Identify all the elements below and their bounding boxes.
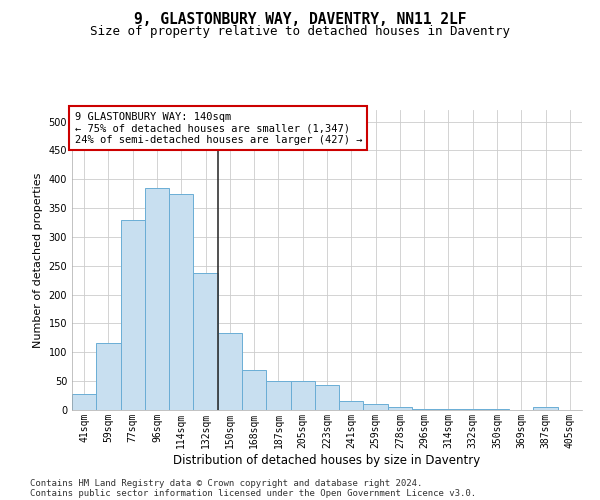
Text: 9, GLASTONBURY WAY, DAVENTRY, NN11 2LF: 9, GLASTONBURY WAY, DAVENTRY, NN11 2LF [134, 12, 466, 28]
Bar [290, 381, 315, 410]
Bar [121, 220, 145, 410]
Bar [96, 343, 121, 410]
Bar [436, 409, 461, 410]
Bar [218, 334, 242, 410]
Bar [485, 409, 509, 410]
Bar [412, 409, 436, 410]
Bar [339, 401, 364, 410]
Bar [242, 370, 266, 410]
Text: Size of property relative to detached houses in Daventry: Size of property relative to detached ho… [90, 25, 510, 38]
Bar [315, 385, 339, 410]
Bar [145, 188, 169, 410]
Bar [266, 381, 290, 410]
Bar [72, 394, 96, 410]
Text: 9 GLASTONBURY WAY: 140sqm
← 75% of detached houses are smaller (1,347)
24% of se: 9 GLASTONBURY WAY: 140sqm ← 75% of detac… [74, 112, 362, 144]
X-axis label: Distribution of detached houses by size in Daventry: Distribution of detached houses by size … [173, 454, 481, 466]
Text: Contains HM Land Registry data © Crown copyright and database right 2024.: Contains HM Land Registry data © Crown c… [30, 478, 422, 488]
Bar [533, 406, 558, 410]
Bar [193, 274, 218, 410]
Bar [388, 407, 412, 410]
Bar [461, 409, 485, 410]
Bar [169, 194, 193, 410]
Text: Contains public sector information licensed under the Open Government Licence v3: Contains public sector information licen… [30, 488, 476, 498]
Bar [364, 404, 388, 410]
Y-axis label: Number of detached properties: Number of detached properties [33, 172, 43, 348]
